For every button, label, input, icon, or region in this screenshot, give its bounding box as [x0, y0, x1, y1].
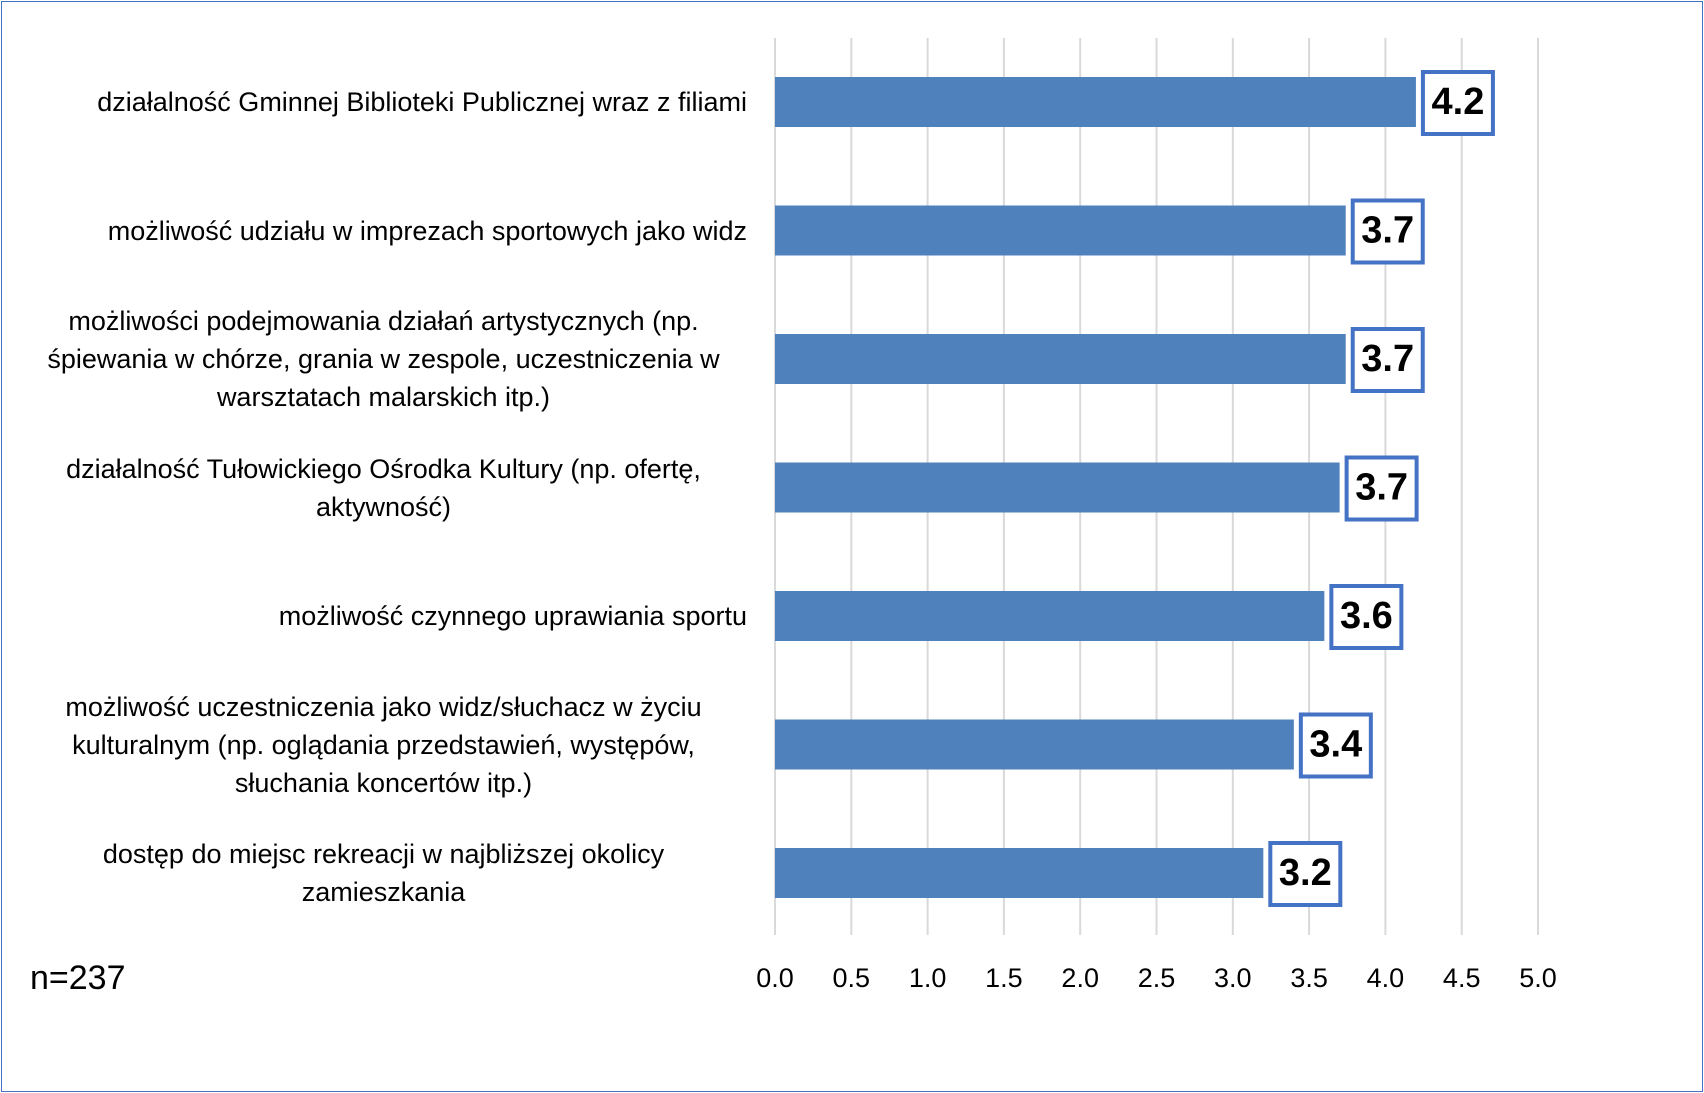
y-tick-label: możliwość udziału w imprezach sportowych…: [107, 215, 747, 246]
value-label-box: [1420, 70, 1495, 136]
y-tick-label: działalność Gminnej Biblioteki Publiczne…: [97, 87, 747, 117]
x-tick-label: 3.5: [1290, 963, 1328, 993]
category-label-box: możliwość uczestniczenia jako widz/słuch…: [20, 685, 747, 805]
note: n=237: [30, 959, 126, 997]
bar: [775, 848, 1264, 898]
category-label-box: możliwość udziału w imprezach sportowych…: [20, 171, 747, 291]
x-tick-label: 1.0: [909, 963, 947, 993]
value-label: 4.2: [1432, 81, 1485, 123]
x-tick-label: 2.0: [1061, 963, 1099, 993]
x-tick-label: 0.0: [756, 963, 794, 993]
value-label-box: [1350, 327, 1425, 393]
value-label: 3.7: [1355, 467, 1408, 509]
value-label-box: [1350, 198, 1425, 265]
bar: [775, 205, 1346, 256]
value-label-box: [1329, 584, 1404, 650]
y-tick-label: możliwość uczestniczenia jako widz/słuch…: [65, 691, 702, 798]
category-label-box: możliwości podejmowania działań artystyc…: [20, 299, 747, 419]
bar: [775, 719, 1294, 770]
y-tick-label: możliwość czynnego uprawiania sportu: [278, 601, 747, 631]
category-label-box: możliwość czynnego uprawiania sportu: [20, 556, 747, 676]
bar: [775, 334, 1346, 384]
x-tick-label: 2.5: [1138, 963, 1176, 993]
value-label: 3.2: [1279, 852, 1332, 894]
bar: [775, 591, 1325, 641]
value-label: 3.7: [1361, 338, 1414, 380]
category-label-box: dostęp do miejsc rekreacji w najbliższej…: [20, 813, 747, 933]
value-label: 3.7: [1361, 210, 1414, 252]
x-tick-label: 1.5: [985, 963, 1023, 993]
x-tick-label: 4.0: [1367, 963, 1405, 993]
value-label-box: [1268, 841, 1343, 907]
x-tick-label: 0.5: [833, 963, 871, 993]
value-label: 3.6: [1340, 595, 1393, 637]
value-label-box: [1298, 712, 1373, 779]
category-label-box: działalność Tułowickiego Ośrodka Kultury…: [20, 428, 747, 548]
y-tick-label: możliwości podejmowania działań artystyc…: [47, 306, 720, 412]
bar: [775, 77, 1416, 127]
bar: [775, 462, 1340, 513]
y-tick-label: działalność Tułowickiego Ośrodka Kultury…: [66, 453, 701, 522]
y-tick-label: dostęp do miejsc rekreacji w najbliższej…: [102, 839, 665, 907]
x-tick-label: 5.0: [1519, 963, 1557, 993]
value-label-box: [1344, 455, 1419, 522]
x-tick-label: 4.5: [1443, 963, 1481, 993]
value-label: 3.4: [1309, 724, 1362, 766]
x-tick-label: 3.0: [1214, 963, 1252, 993]
category-label-box: działalność Gminnej Biblioteki Publiczne…: [20, 42, 747, 162]
